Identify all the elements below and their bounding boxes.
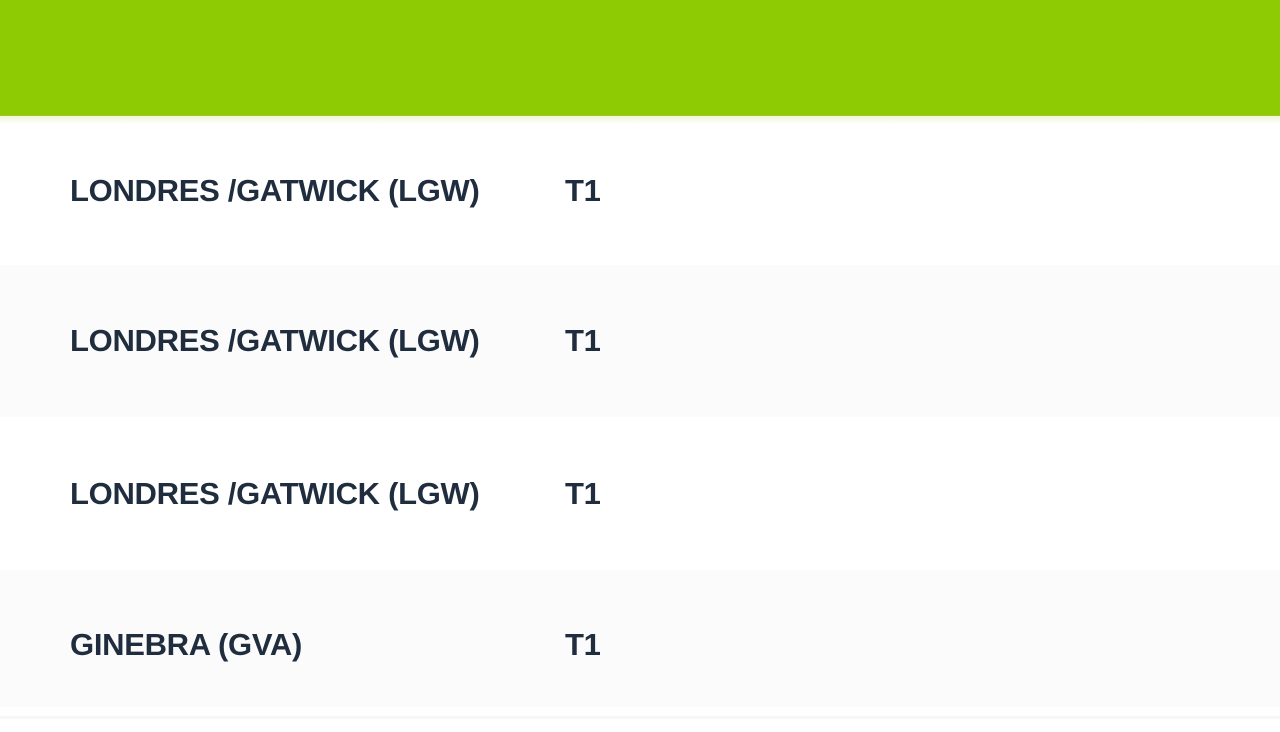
destination-cell: LONDRES /GATWICK (LGW) xyxy=(70,323,480,358)
terminal-cell: T1 xyxy=(565,626,601,662)
page-header-band xyxy=(0,0,1280,116)
destination-cell: LONDRES /GATWICK (LGW) xyxy=(70,172,480,208)
terminal-cell: T1 xyxy=(565,475,601,511)
table-row[interactable]: GINEBRA (GVA) T1 xyxy=(0,570,1280,707)
destination-cell: GINEBRA (GVA) xyxy=(70,626,303,662)
flight-rows: LONDRES /GATWICK (LGW) T1 LONDRES /GATWI… xyxy=(0,116,1280,707)
table-row[interactable]: LONDRES /GATWICK (LGW) T1 xyxy=(0,116,1280,265)
table-row[interactable]: LONDRES /GATWICK (LGW) T1 xyxy=(0,265,1280,417)
flight-board: LONDRES /GATWICK (LGW) T1 LONDRES /GATWI… xyxy=(0,116,1280,732)
table-row[interactable]: LONDRES /GATWICK (LGW) T1 xyxy=(0,417,1280,570)
board-footer xyxy=(0,707,1280,732)
row-separator xyxy=(0,716,1280,719)
destination-cell: LONDRES /GATWICK (LGW) xyxy=(70,475,480,511)
terminal-cell: T1 xyxy=(565,323,601,358)
terminal-cell: T1 xyxy=(565,172,601,208)
